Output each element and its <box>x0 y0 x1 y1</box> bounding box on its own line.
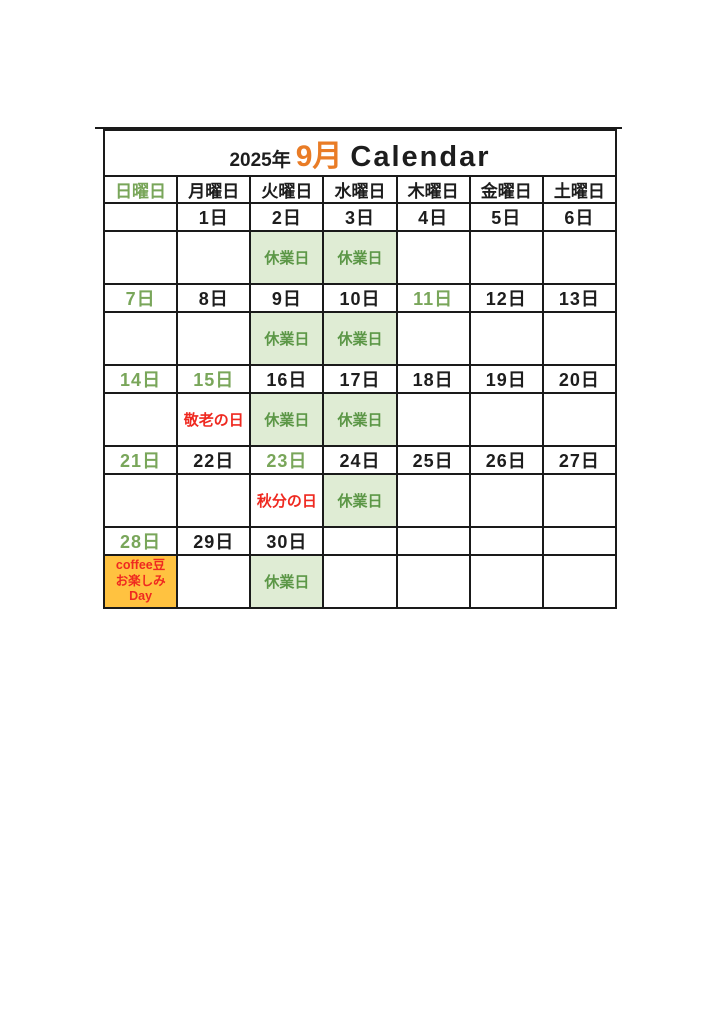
date-cell-27: 27日 <box>541 445 618 475</box>
note-cell-empty <box>468 311 544 366</box>
date-cell-10: 10日 <box>322 283 398 313</box>
weekday-header-2: 火曜日 <box>249 175 325 204</box>
note-cell-empty <box>102 230 179 285</box>
date-cell-19: 19日 <box>468 364 544 394</box>
date-cell-18: 18日 <box>395 364 471 394</box>
title-label: Calendar <box>350 141 491 173</box>
september-2025-calendar: 2025年 9月 Calendar 日曜日 月曜日 火曜日 水曜日 木曜日 金曜日 土曜日 1日… <box>102 129 618 609</box>
date-cell-1: 1日 <box>176 202 252 232</box>
note-cell-empty <box>395 554 471 609</box>
note-closed-cell: 休業日 <box>322 311 398 366</box>
date-cell-4: 4日 <box>395 202 471 232</box>
note-cell-empty <box>468 392 544 447</box>
weekday-header-5: 金曜日 <box>468 175 544 204</box>
date-cell-17: 17日 <box>322 364 398 394</box>
date-cell-25: 25日 <box>395 445 471 475</box>
note-closed-cell: 休業日 <box>249 230 325 285</box>
note-cell-empty <box>541 392 618 447</box>
note-cell-empty <box>395 473 471 528</box>
weekday-header-3: 水曜日 <box>322 175 398 204</box>
weekday-header-row: 日曜日 月曜日 火曜日 水曜日 木曜日 金曜日 土曜日 <box>102 175 618 204</box>
date-cell-29: 29日 <box>176 526 252 556</box>
note-holiday-cell: 敬老の日 <box>176 392 252 447</box>
note-cell-empty <box>176 230 252 285</box>
note-cell-empty <box>176 554 252 609</box>
note-cell-empty <box>541 311 618 366</box>
week-2-date-row: 7日 8日 9日 10日 11日 12日 13日 <box>102 283 618 313</box>
date-cell-11: 11日 <box>395 283 471 313</box>
date-cell-6: 6日 <box>541 202 618 232</box>
note-event-cell: coffee豆 お楽しみ Day <box>102 554 179 609</box>
week-5-note-row: coffee豆 お楽しみ Day 休業日 <box>102 554 618 609</box>
date-cell-23: 23日 <box>249 445 325 475</box>
note-cell-empty <box>468 230 544 285</box>
date-cell-5: 5日 <box>468 202 544 232</box>
title-row: 2025年 9月 Calendar <box>103 129 617 177</box>
date-cell-14: 14日 <box>102 364 179 394</box>
note-closed-cell: 休業日 <box>249 311 325 366</box>
date-cell-21: 21日 <box>102 445 179 475</box>
note-cell-empty <box>102 311 179 366</box>
week-5-date-row: 28日 29日 30日 <box>102 526 618 556</box>
note-cell-empty <box>102 473 179 528</box>
week-4-note-row: 秋分の日 休業日 <box>102 473 618 528</box>
date-cell-20: 20日 <box>541 364 618 394</box>
note-cell-empty <box>322 554 398 609</box>
title-year: 2025年 <box>229 150 291 171</box>
week-1-date-row: 1日 2日 3日 4日 5日 6日 <box>102 202 618 232</box>
date-cell-28: 28日 <box>102 526 179 556</box>
date-cell-empty <box>102 202 179 232</box>
note-cell-empty <box>541 473 618 528</box>
note-cell-empty <box>176 311 252 366</box>
date-cell-empty <box>468 526 544 556</box>
note-cell-empty <box>541 554 618 609</box>
week-3-date-row: 14日 15日 16日 17日 18日 19日 20日 <box>102 364 618 394</box>
date-cell-13: 13日 <box>541 283 618 313</box>
date-cell-22: 22日 <box>176 445 252 475</box>
date-cell-empty <box>541 526 618 556</box>
note-cell-empty <box>395 230 471 285</box>
week-1-note-row: 休業日 休業日 <box>102 230 618 285</box>
note-event-line: coffee豆 <box>115 558 166 573</box>
week-3-note-row: 敬老の日 休業日 休業日 <box>102 392 618 447</box>
note-closed-cell: 休業日 <box>322 473 398 528</box>
date-cell-15: 15日 <box>176 364 252 394</box>
note-cell-empty <box>541 230 618 285</box>
date-cell-empty <box>395 526 471 556</box>
note-closed-cell: 休業日 <box>249 392 325 447</box>
week-2-note-row: 休業日 休業日 <box>102 311 618 366</box>
week-4-date-row: 21日 22日 23日 24日 25日 26日 27日 <box>102 445 618 475</box>
note-cell-empty <box>176 473 252 528</box>
note-cell-empty <box>102 392 179 447</box>
calendar-title: 2025年 9月 Calendar <box>103 129 617 177</box>
weekday-header-0: 日曜日 <box>102 175 179 204</box>
date-cell-empty <box>322 526 398 556</box>
note-cell-empty <box>395 311 471 366</box>
date-cell-24: 24日 <box>322 445 398 475</box>
top-rule-line <box>95 127 622 129</box>
weekday-header-4: 木曜日 <box>395 175 471 204</box>
note-cell-empty <box>468 554 544 609</box>
note-closed-cell: 休業日 <box>322 392 398 447</box>
date-cell-3: 3日 <box>322 202 398 232</box>
note-cell-empty <box>395 392 471 447</box>
date-cell-7: 7日 <box>102 283 179 313</box>
date-cell-16: 16日 <box>249 364 325 394</box>
date-cell-26: 26日 <box>468 445 544 475</box>
date-cell-2: 2日 <box>249 202 325 232</box>
note-cell-empty <box>468 473 544 528</box>
date-cell-12: 12日 <box>468 283 544 313</box>
weekday-header-1: 月曜日 <box>176 175 252 204</box>
note-event-line: Day <box>129 589 153 604</box>
date-cell-8: 8日 <box>176 283 252 313</box>
note-closed-cell: 休業日 <box>249 554 325 609</box>
note-holiday-cell: 秋分の日 <box>249 473 325 528</box>
note-event-line: お楽しみ <box>115 573 166 588</box>
weekday-header-6: 土曜日 <box>541 175 618 204</box>
note-closed-cell: 休業日 <box>322 230 398 285</box>
date-cell-9: 9日 <box>249 283 325 313</box>
date-cell-30: 30日 <box>249 526 325 556</box>
title-month: 9月 <box>295 140 343 173</box>
